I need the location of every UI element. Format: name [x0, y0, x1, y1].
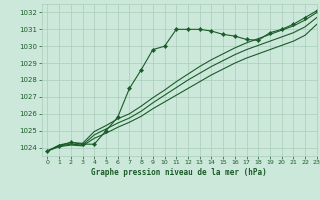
X-axis label: Graphe pression niveau de la mer (hPa): Graphe pression niveau de la mer (hPa) — [91, 168, 267, 177]
